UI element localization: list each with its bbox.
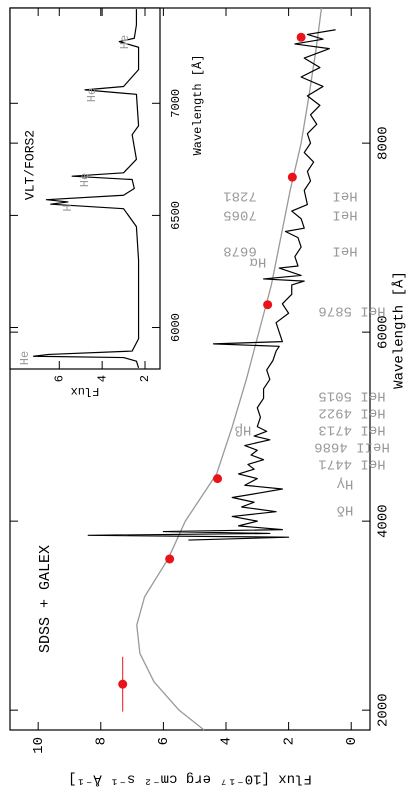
x-tick-label: 6500: [169, 201, 183, 230]
line-annotation: HeI 4713: [318, 421, 385, 437]
y-tick-label: 4: [219, 737, 235, 745]
y-axis-label: Flux [10⁻¹⁷ erg cm⁻² s⁻¹ Å⁻¹]: [68, 770, 312, 787]
line-annotation: He: [85, 88, 99, 102]
data-point: [287, 172, 297, 182]
x-tick-label: 2000: [376, 693, 392, 727]
x-axis-label: Wavelength [Å]: [190, 55, 205, 156]
x-tick-label: 6000: [169, 313, 183, 342]
x-tick-label: 6000: [376, 315, 392, 349]
line-annotation: Hδ: [337, 501, 354, 517]
line-annotation: HeII 4686: [314, 438, 390, 454]
chart-title: SDSS + GALEX: [37, 545, 54, 653]
line-annotation: He: [18, 351, 32, 365]
line-annotation: 7281: [223, 187, 257, 203]
x-tick-label: 4000: [376, 504, 392, 538]
line-annotation: Hβ: [235, 421, 252, 437]
model-line: [136, 7, 323, 731]
line-annotation: He: [118, 35, 132, 49]
chart-title: VLT/FORS2: [22, 130, 37, 200]
x-tick-label: 7000: [169, 89, 183, 118]
line-annotation: HeI: [332, 206, 357, 222]
line-annotation: 7065: [223, 206, 257, 222]
y-tick-label: 10: [31, 737, 47, 754]
line-annotation: 6678: [223, 242, 257, 258]
rotated-figure: 2000 4000 6000 8000 0 2 4 6 8 10 SDSS + GALEX Wavel…: [9, 7, 408, 787]
y-tick-label: 0: [344, 737, 360, 745]
data-point: [118, 679, 128, 689]
spectrum-line: [87, 29, 336, 541]
line-annotation: HeI 4471: [318, 455, 385, 471]
x-axis-label: Wavelength [Å]: [391, 271, 408, 389]
data-point: [296, 32, 306, 42]
line-annotation: Hα: [250, 253, 267, 269]
line-annotation: HeI 5015: [318, 387, 385, 403]
line-annotation: HeI: [332, 187, 357, 203]
y-axis-label: Flux: [71, 384, 100, 398]
line-annotation: HeI 4922: [318, 404, 385, 420]
data-point: [213, 474, 223, 484]
x-tick-label: 8000: [376, 126, 392, 160]
y-tick-label: 6: [52, 375, 66, 382]
y-tick-label: 2: [281, 737, 297, 745]
spectrum-line: [32, 9, 140, 369]
line-annotation: He: [78, 173, 92, 187]
y-tick-label: 4: [95, 375, 109, 382]
y-tick-label: 6: [156, 737, 172, 745]
inset-frame: [9, 7, 161, 370]
data-point: [263, 300, 273, 310]
y-tick-label: 2: [138, 375, 152, 382]
line-annotation: HeI 5876: [318, 302, 385, 318]
line-annotation: HeI: [332, 242, 357, 258]
data-point: [165, 554, 175, 564]
line-annotation: Hγ: [337, 475, 354, 491]
line-annotation: H: [61, 204, 75, 211]
y-tick-label: 8: [93, 737, 109, 745]
